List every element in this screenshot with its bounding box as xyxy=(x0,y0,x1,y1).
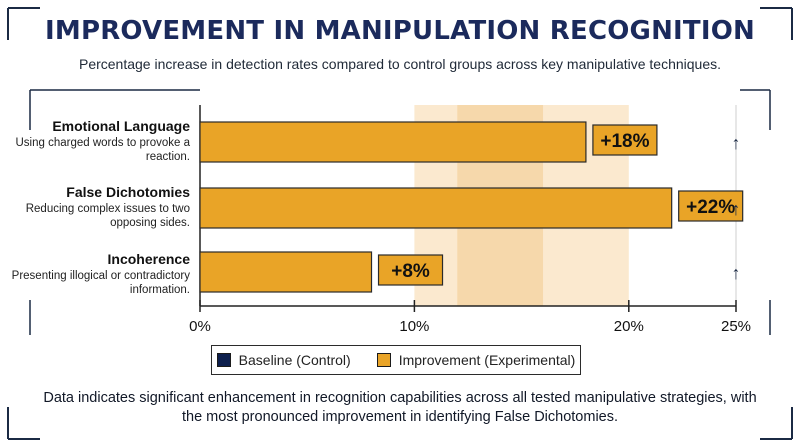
category-description: Reducing complex issues to two opposing … xyxy=(25,203,190,229)
data-label-box xyxy=(377,254,444,286)
trend-up-icon: ↑ xyxy=(732,199,741,219)
chart-subtitle: Percentage increase in detection rates c… xyxy=(78,56,722,72)
legend-swatch-baseline xyxy=(216,353,231,367)
chart-title: IMPROVEMENT IN MANIPULATION RECOGNITION xyxy=(45,16,755,46)
legend-label-improvement: Improvement (Experimental) xyxy=(398,352,576,368)
category-name: Incoherence xyxy=(107,251,190,267)
bar-improvement xyxy=(199,187,673,229)
category-label-false-dichotomies: False Dichotomies Reducing complex issue… xyxy=(10,184,190,230)
x-tick-label: 20% xyxy=(614,318,644,335)
x-tick-label: 0% xyxy=(189,318,211,335)
legend-item-improvement: Improvement (Experimental) xyxy=(376,352,576,368)
data-label: +18% xyxy=(600,131,649,152)
bar-improvement xyxy=(199,121,587,163)
legend-label-baseline: Baseline (Control) xyxy=(238,352,351,368)
legend-item-baseline: Baseline (Control) xyxy=(216,352,351,368)
category-name: Emotional Language xyxy=(52,118,190,134)
trend-up-icon: ↑ xyxy=(732,263,741,283)
chart-legend: Baseline (Control) Improvement (Experime… xyxy=(211,345,581,375)
category-description: Using charged words to provoke a reactio… xyxy=(15,137,190,163)
bar-improvement xyxy=(199,251,373,293)
trend-up-icon: ↑ xyxy=(732,133,741,153)
chart-footnote: Data indicates significant enhancement i… xyxy=(43,390,757,425)
category-name: False Dichotomies xyxy=(66,184,190,200)
data-label-box xyxy=(678,190,744,222)
data-label: +22% xyxy=(686,197,735,218)
x-tick-label: 10% xyxy=(399,318,429,335)
category-description: Presenting illogical or contradictory in… xyxy=(11,270,190,296)
category-label-emotional-language: Emotional Language Using charged words t… xyxy=(10,118,190,164)
category-label-incoherence: Incoherence Presenting illogical or cont… xyxy=(10,251,190,297)
x-tick-label: 25% xyxy=(721,318,751,335)
data-label-box xyxy=(592,124,658,156)
legend-swatch-improvement xyxy=(376,353,391,367)
data-label: +8% xyxy=(391,261,430,282)
